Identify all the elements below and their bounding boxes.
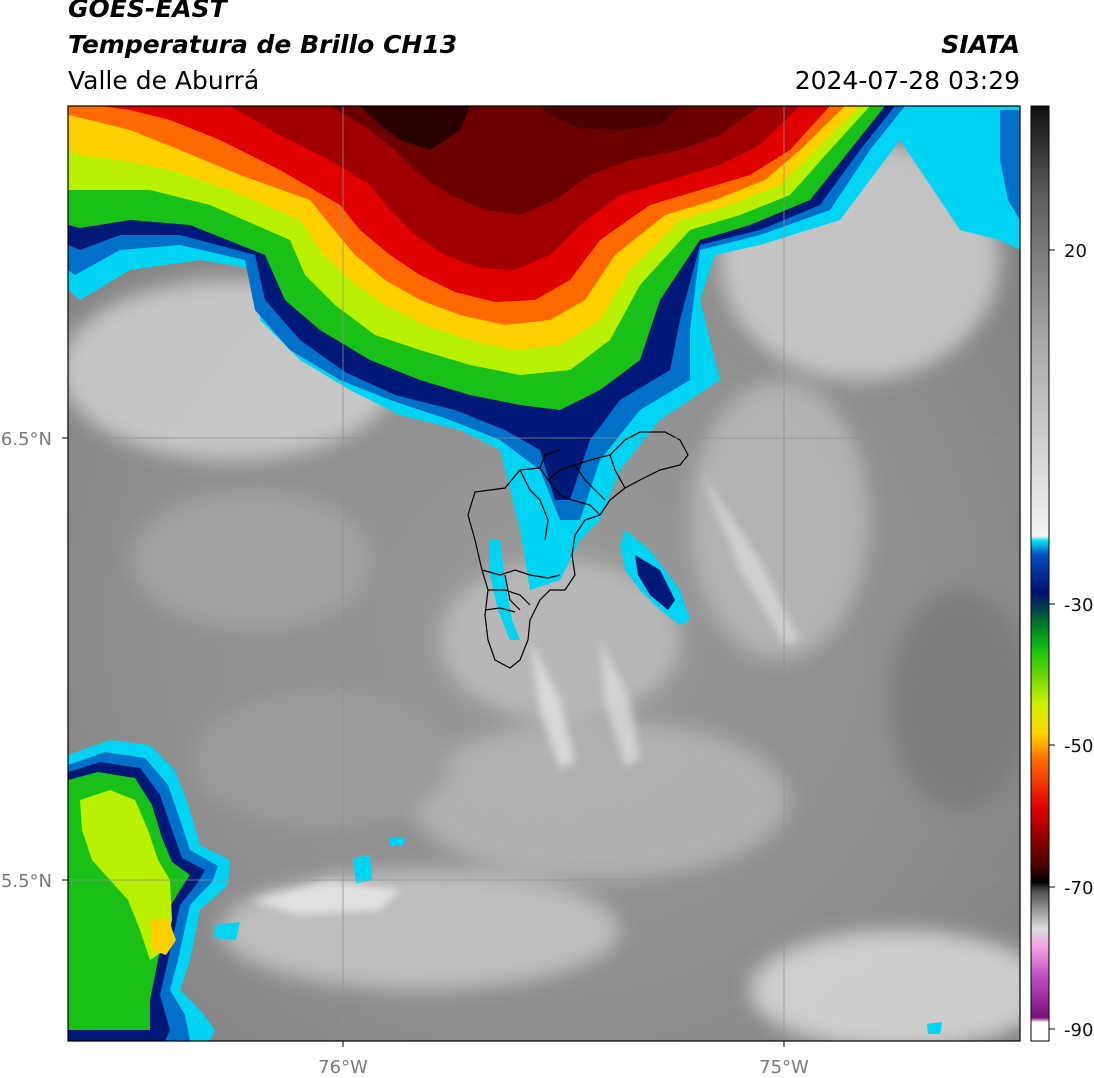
- satellite-title: GOES-EAST: [68, 0, 227, 23]
- lon-tick-label: 75°W: [759, 1057, 809, 1078]
- colorbar: 20 -30 -50 -70 -90: [1030, 105, 1093, 1042]
- colorbar-tick-label: 20: [1064, 241, 1087, 262]
- colorbar-tick-label: -90: [1064, 1020, 1093, 1041]
- datetime-label: 2024-07-28 03:29: [794, 66, 1020, 95]
- graticule: [68, 106, 1020, 1041]
- valley-boundaries: [467, 431, 689, 669]
- region-label: Valle de Aburrá: [68, 66, 260, 95]
- colorbar-tick-label: -50: [1064, 736, 1093, 757]
- product-title: Temperatura de Brillo CH13: [68, 30, 458, 59]
- lon-tick-label: 76°W: [318, 1057, 368, 1078]
- organization-label: SIATA: [941, 30, 1020, 59]
- colorbar-tick-label: -30: [1064, 595, 1093, 616]
- map-frame: [67, 105, 1021, 1042]
- convective-cloud-north: [68, 106, 1000, 590]
- convective-cloud-southwest: [68, 740, 230, 1041]
- satellite-image-area: [68, 106, 1020, 1041]
- lat-tick-label: 5.5°N: [1, 871, 52, 892]
- lat-tick-label: 6.5°N: [1, 429, 52, 450]
- colorbar-tick-label: -70: [1064, 878, 1093, 899]
